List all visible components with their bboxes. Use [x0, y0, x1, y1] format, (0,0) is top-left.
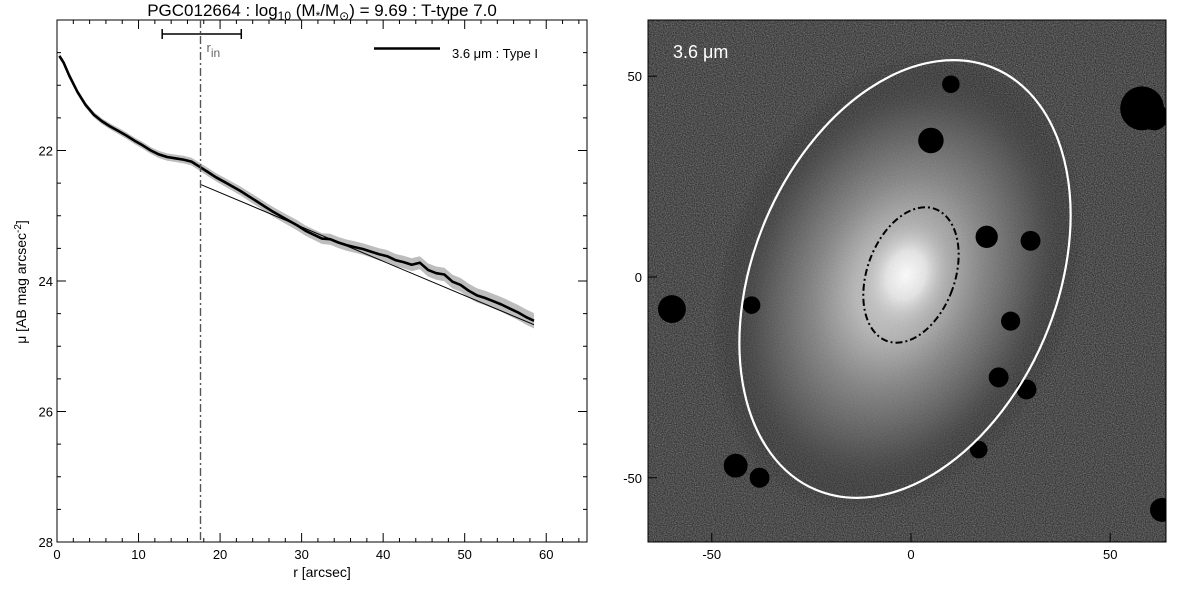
masked-source [969, 440, 988, 459]
masked-source [657, 295, 686, 324]
profile-line [58, 55, 535, 322]
img-x-tick-label: 0 [907, 547, 914, 562]
legend-label: 3.6 μm : Type I [452, 46, 538, 61]
masked-source [1140, 102, 1166, 131]
rin-error-bar [161, 29, 243, 39]
x-tick-label: 10 [131, 547, 145, 562]
rin-label: rin [207, 40, 221, 60]
y-tick-label: 24 [39, 274, 53, 289]
y-tick-label: 28 [39, 535, 53, 550]
masked-source [1016, 379, 1037, 400]
masked-source [975, 225, 998, 248]
profile-panel: 0 10 20 30 40 50 60 22 24 26 28 rin 3.6 μm : Type … [13, 19, 588, 580]
image-axes: -50 0 50 -50 0 50 [623, 69, 1117, 562]
image-panel: -50 0 50 -50 0 50 3.6 μm [623, 19, 1167, 562]
chart-title: PGC012664 : log10 (M*/M⊙) = 9.69 : T-typ… [147, 1, 497, 23]
masked-source [1020, 230, 1041, 251]
profile-error-band [59, 53, 535, 329]
y-tick-label: 22 [39, 144, 53, 159]
profile-plot-frame [56, 19, 588, 543]
y-tick-label: 26 [39, 405, 53, 420]
masked-source [942, 75, 960, 94]
x-tick-label: 0 [53, 547, 60, 562]
masked-source [749, 467, 770, 488]
profile-axes: 0 10 20 30 40 50 60 22 24 26 28 [39, 20, 587, 562]
galaxy-image [648, 20, 1166, 542]
x-tick-label: 20 [213, 547, 227, 562]
band-label: 3.6 μm [673, 42, 728, 62]
img-y-tick-label: -50 [623, 471, 642, 486]
img-x-tick-label: -50 [702, 547, 721, 562]
legend: 3.6 μm : Type I [374, 46, 538, 61]
fit-line [200, 183, 535, 326]
img-y-tick-label: 0 [635, 270, 642, 285]
masked-source [1150, 497, 1166, 522]
masked-source [1001, 311, 1021, 331]
x-tick-label: 30 [294, 547, 308, 562]
image-frame [647, 19, 1167, 543]
x-tick-label: 60 [539, 547, 553, 562]
outer-ellipse [738, 59, 1072, 499]
masked-source [723, 453, 748, 478]
img-y-tick-label: 50 [628, 69, 642, 84]
inner-ellipse [862, 206, 960, 344]
masked-source [918, 127, 944, 154]
masked-source [988, 367, 1009, 388]
x-tick-label: 50 [457, 547, 471, 562]
y-axis-label: μ [AB mag arcsec-2] [13, 220, 29, 344]
x-tick-label: 40 [376, 547, 390, 562]
img-x-tick-label: 50 [1103, 547, 1117, 562]
x-axis-label: r [arcsec] [293, 564, 351, 580]
masked-source [742, 296, 761, 314]
